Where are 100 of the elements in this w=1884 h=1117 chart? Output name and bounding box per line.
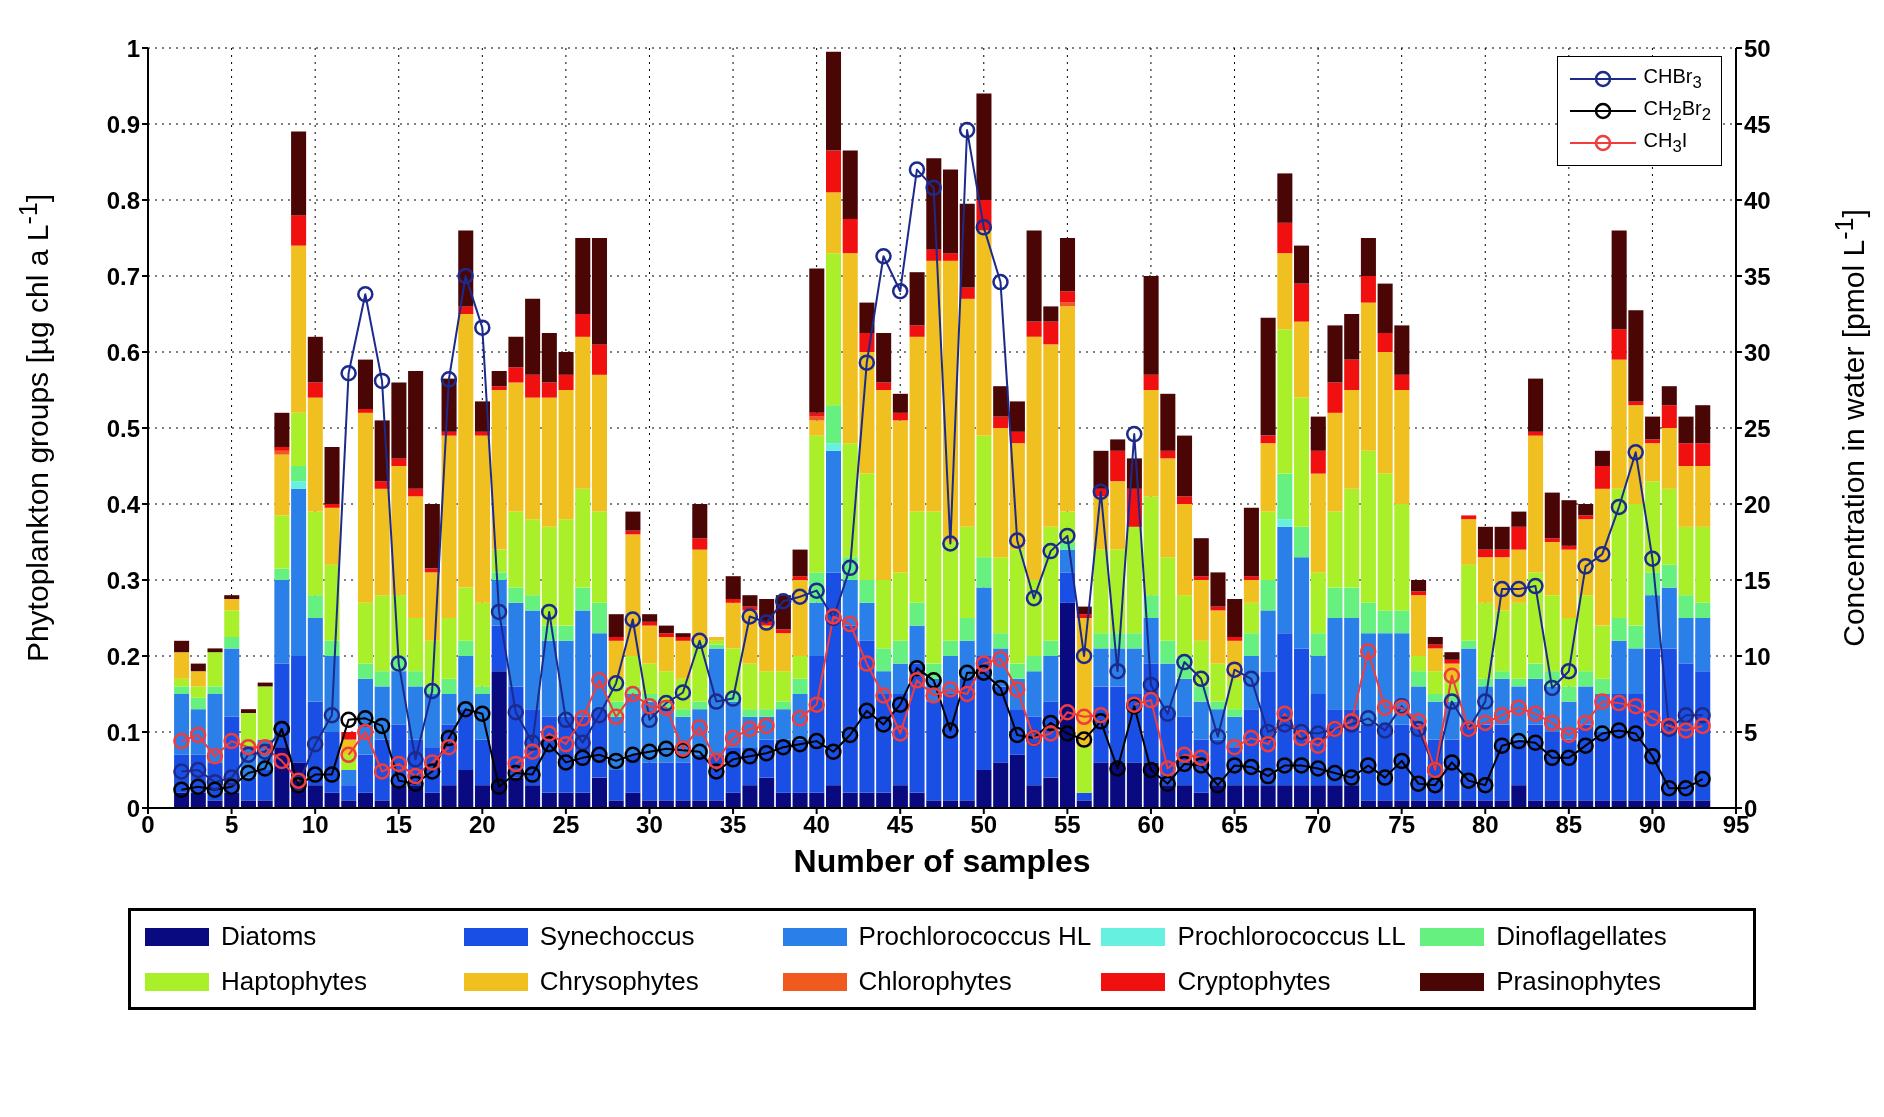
bar [993, 416, 1009, 428]
bar [859, 302, 875, 333]
bar [291, 215, 307, 246]
bar [658, 625, 674, 634]
bar [1528, 800, 1544, 808]
bar [391, 458, 407, 466]
bar [943, 640, 959, 656]
bar [1411, 656, 1427, 672]
bar [591, 344, 608, 375]
y-tick-label: 0 [126, 794, 140, 822]
legend-label: CHBr$_{3}$ [1643, 65, 1702, 93]
bar [692, 538, 708, 550]
bar [993, 686, 1009, 763]
bar [608, 614, 624, 637]
bar [1227, 709, 1243, 717]
bar [291, 488, 307, 656]
bar [575, 238, 591, 314]
bar [174, 686, 190, 694]
bar [1126, 633, 1142, 649]
bar [892, 785, 908, 808]
bar [224, 610, 240, 637]
bar [642, 800, 658, 808]
bar [357, 602, 373, 664]
bar [1628, 401, 1644, 406]
x-tick-label: 60 [1137, 811, 1165, 839]
y2-tick-label: 20 [1744, 490, 1771, 518]
bar [491, 386, 507, 390]
bar [408, 371, 424, 489]
bar [825, 253, 842, 406]
bar [909, 625, 925, 664]
bar [558, 352, 574, 375]
bar [725, 599, 741, 603]
y-tick-label: 0.8 [106, 186, 140, 214]
bar [1294, 283, 1310, 322]
bar [1009, 401, 1025, 432]
bar [1394, 374, 1410, 390]
bar [541, 333, 557, 383]
bar [474, 435, 490, 603]
y-tick-label: 0.5 [106, 414, 140, 442]
bar [1076, 747, 1092, 793]
bar [307, 618, 323, 702]
bar [876, 580, 892, 649]
x-tick-label: 80 [1471, 811, 1499, 839]
bar [825, 150, 842, 193]
bar [1093, 648, 1109, 687]
bar [1277, 253, 1293, 330]
bar [759, 709, 775, 717]
x-tick-label: 15 [385, 811, 413, 839]
bar [591, 777, 608, 808]
legend-label: Prasinophytes [1496, 966, 1661, 997]
bar [1594, 488, 1610, 626]
bar [993, 762, 1009, 808]
bar [1277, 173, 1293, 223]
bar [1477, 800, 1493, 808]
bar [1360, 800, 1376, 808]
bar [1411, 800, 1427, 808]
bar [1076, 792, 1092, 801]
bar [759, 777, 775, 808]
bar [1093, 549, 1109, 634]
bar [708, 800, 725, 808]
bar [591, 602, 608, 634]
bar [1494, 671, 1510, 679]
bar [692, 701, 708, 710]
bar [759, 671, 775, 710]
bar [525, 397, 541, 520]
bar [1227, 599, 1243, 637]
bar [892, 412, 908, 421]
bar [1360, 276, 1376, 303]
bar [708, 637, 725, 641]
legend-label: Dinoflagellates [1496, 921, 1667, 952]
bar [1477, 602, 1493, 679]
x-tick-label: 65 [1221, 811, 1248, 839]
bar [1043, 640, 1059, 656]
bar [274, 447, 290, 451]
bar [207, 686, 223, 694]
bar [792, 576, 808, 580]
bar [675, 637, 691, 641]
bar [1544, 538, 1560, 542]
bar [943, 169, 959, 254]
bar [240, 800, 256, 808]
bar [876, 390, 892, 580]
bar [575, 314, 591, 337]
bar [692, 549, 708, 641]
bar [541, 640, 557, 717]
bar [207, 652, 223, 687]
bar [257, 686, 273, 740]
y2-tick-label: 15 [1744, 566, 1771, 594]
bar [274, 412, 290, 447]
x-tick-label: 85 [1555, 811, 1583, 839]
bar [307, 336, 323, 383]
bar [1645, 439, 1661, 444]
bar [943, 800, 959, 808]
bar [876, 792, 892, 808]
bar [658, 762, 674, 801]
bar [408, 618, 424, 672]
bar [291, 131, 307, 216]
x-tick-label: 25 [552, 811, 580, 839]
x-tick-label: 75 [1388, 811, 1416, 839]
bar [1411, 671, 1427, 687]
bar [307, 511, 323, 596]
